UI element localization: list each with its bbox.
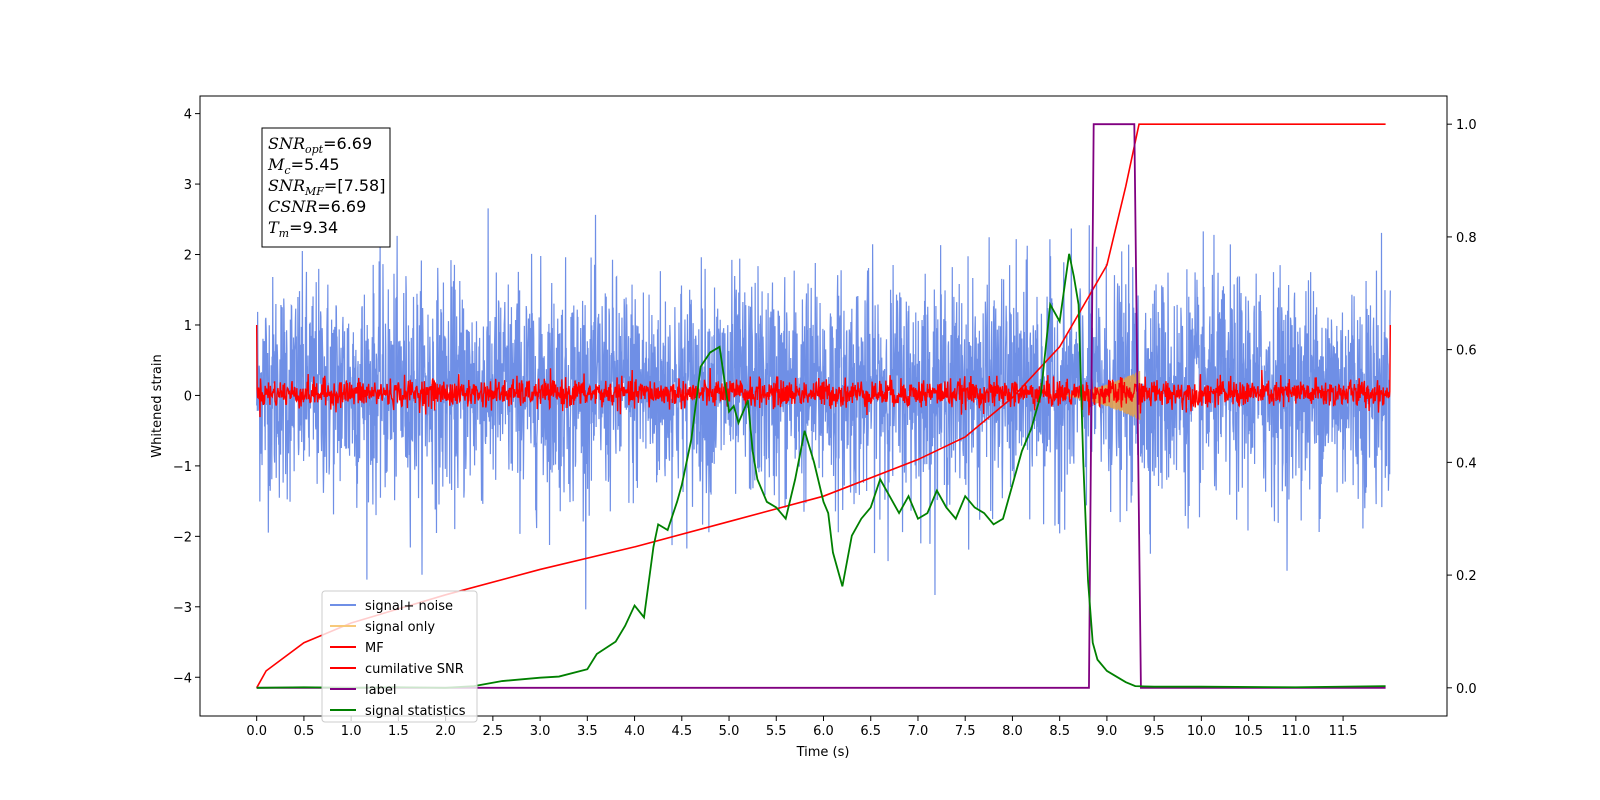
legend-entry: signal only [365, 620, 435, 635]
line-signal-statistics [256, 253, 1386, 689]
x-tick-label: 5.5 [766, 724, 787, 739]
x-tick-label: 11.0 [1281, 724, 1310, 739]
y-tick-label: 3 [184, 178, 192, 193]
y-axis-left: −4 −3 −2 −1 0 1 2 3 4 [173, 108, 200, 686]
legend-entry: MF [365, 641, 384, 656]
y-right-tick-label: 1.0 [1456, 118, 1477, 133]
series-signal-noise [256, 208, 1391, 610]
x-tick-label: 10.5 [1234, 724, 1263, 739]
x-tick-label: 6.5 [860, 724, 881, 739]
x-tick-label: 9.0 [1097, 724, 1118, 739]
x-tick-label: 3.5 [577, 724, 598, 739]
line-label [256, 123, 1386, 689]
x-tick-label: 0.0 [246, 724, 267, 739]
annotation-frame [261, 127, 391, 248]
x-tick-label: 5.0 [719, 724, 740, 739]
y-tick-label: 0 [184, 389, 192, 404]
x-tick-label: 10.0 [1187, 724, 1216, 739]
x-tick-label: 4.5 [671, 724, 692, 739]
legend-entry: signal+ noise [365, 599, 453, 614]
y-right-tick-label: 0.0 [1456, 682, 1477, 697]
legend-entry: cumilative SNR [365, 662, 464, 677]
x-tick-label: 2.0 [435, 724, 456, 739]
legend: signal+ noise signal only MF cumilative SNR… [321, 590, 478, 723]
x-tick-label: 1.0 [341, 724, 362, 739]
x-tick-label: 11.5 [1329, 724, 1358, 739]
x-axis-label: Time (s) [796, 745, 850, 760]
line-signal-noise [256, 208, 1391, 610]
annotation-line: SNRopt=6.69 [268, 134, 372, 156]
x-tick-label: 7.0 [908, 724, 929, 739]
x-tick-label: 8.5 [1049, 724, 1070, 739]
y-axis-right: 0.0 0.2 0.4 0.6 0.8 1.0 [1447, 118, 1477, 697]
series-mf [255, 324, 1392, 418]
y-tick-label: −4 [173, 671, 192, 686]
x-tick-label: 9.5 [1144, 724, 1165, 739]
y-right-tick-label: 0.4 [1456, 456, 1477, 471]
y-right-tick-label: 0.6 [1456, 344, 1477, 359]
y-tick-label: −3 [173, 601, 192, 616]
annotation-line: Mc=5.45 [267, 155, 340, 177]
y-tick-label: 1 [184, 319, 192, 334]
legend-frame [321, 590, 478, 723]
annotation-line: SNRMF=[7.58] [268, 176, 385, 198]
x-tick-label: 0.5 [294, 724, 315, 739]
x-tick-label: 3.0 [530, 724, 551, 739]
x-tick-label: 2.5 [483, 724, 504, 739]
y-tick-label: −2 [173, 530, 192, 545]
legend-entry: signal statistics [365, 704, 466, 719]
legend-entry: label [365, 683, 396, 698]
y-tick-label: −1 [173, 460, 192, 475]
x-tick-label: 1.5 [388, 724, 409, 739]
y-tick-label: 2 [184, 249, 192, 264]
y-tick-label: 4 [184, 108, 192, 123]
x-tick-label: 6.0 [813, 724, 834, 739]
x-tick-label: 7.5 [955, 724, 976, 739]
line-mf [255, 324, 1392, 418]
series-label [256, 123, 1386, 689]
x-tick-label: 4.0 [624, 724, 645, 739]
annotation-line: Tm=9.34 [268, 218, 338, 240]
y-right-tick-label: 0.8 [1456, 231, 1477, 246]
series-signal-statistics [256, 253, 1386, 689]
x-axis: 0.0 0.5 1.0 1.5 2.0 2.5 3.0 3.5 4.0 4.5 5.0 5.5 6.0 6… [246, 716, 1358, 739]
y-right-tick-label: 0.2 [1456, 569, 1477, 584]
y-axis-label: Whitened strain [150, 354, 165, 457]
annotation-line: CSNR=6.69 [268, 197, 366, 216]
x-tick-label: 8.0 [1002, 724, 1023, 739]
